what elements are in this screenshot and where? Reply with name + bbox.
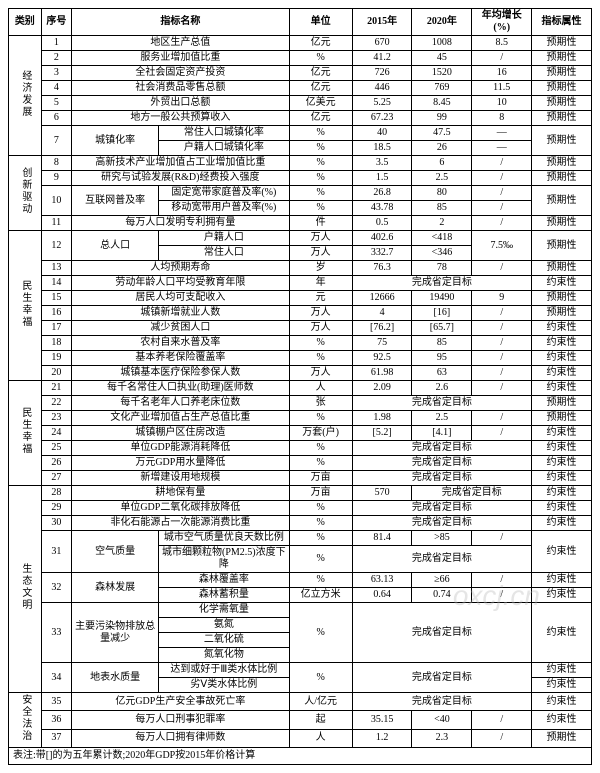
table-row: 安全法治 35亿元GDP生产安全事故死亡率人/亿元完成省定目标约束性 [9, 693, 592, 711]
table-row: 17减少贫困人口万人[76.2][65.7]/约束性 [9, 321, 592, 336]
table-row: 2服务业增加值比重%41.245/预期性 [9, 51, 592, 66]
h-2015: 2015年 [352, 9, 412, 36]
cat-life2: 民生幸福 [9, 381, 42, 486]
table-row: 3全社会固定资产投资亿元726152016预期性 [9, 66, 592, 81]
table-note: 表注:带[]的为五年累计数;2020年GDP按2015年价格计算 [9, 748, 592, 765]
table-row: 24城镇棚户区住房改造万套(户)[5.2][4.1]/约束性 [9, 426, 592, 441]
cat-innov: 创新驱动 [9, 156, 42, 231]
table-row: 民生幸福 21每千名常住人口执业(助理)医师数人2.092.6/约束性 [9, 381, 592, 396]
table-row: 5外贸出口总额亿美元5.258.4510预期性 [9, 96, 592, 111]
table-row: 经济发展 1地区生产总值亿元67010088.5预期性 [9, 36, 592, 51]
table-row: 29单位GDP二氧化碳排放降低%完成省定目标约束性 [9, 501, 592, 516]
cat-safe: 安全法治 [9, 693, 42, 748]
h-growth: 年均增长(%) [472, 9, 532, 36]
table-row: 15居民人均可支配收入元12666194909预期性 [9, 291, 592, 306]
h-name: 指标名称 [72, 9, 290, 36]
table-row: 34地表水质量达到或好于Ⅲ类水体比例%完成省定目标约束性 [9, 663, 592, 678]
table-row: 10互联网普及率固定宽带家庭普及率(%)%26.880/预期性 [9, 186, 592, 201]
table-row: 7城镇化率常住人口城镇化率%4047.5—预期性 [9, 126, 592, 141]
note-row: 表注:带[]的为五年累计数;2020年GDP按2015年价格计算 [9, 748, 592, 765]
table-row: 18农村自来水普及率%7585/约束性 [9, 336, 592, 351]
header-row: 类别 序号 指标名称 单位 2015年 2020年 年均增长(%) 指标属性 [9, 9, 592, 36]
table-row: 22每千名老年人口养老床位数张完成省定目标预期性 [9, 396, 592, 411]
table-row: 19基本养老保险覆盖率%92.595/约束性 [9, 351, 592, 366]
table-row: 33主要污染物排放总量减少化学需氧量%完成省定目标约束性 [9, 603, 592, 618]
table-row: 6地方一般公共预算收入亿元67.23998预期性 [9, 111, 592, 126]
table-row: 14劳动年龄人口平均受教育年限年完成省定目标约束性 [9, 276, 592, 291]
table-row: 37每万人口拥有律师数人1.22.3/预期性 [9, 729, 592, 747]
table-row: 31空气质量城市空气质量优良天数比例%81.4>85/约束性 [9, 531, 592, 546]
table-row: 13人均预期寿命岁76.378/预期性 [9, 261, 592, 276]
table-row: 30非化石能源占一次能源消费比重%完成省定目标约束性 [9, 516, 592, 531]
h-category: 类别 [9, 9, 42, 36]
h-2020: 2020年 [412, 9, 472, 36]
table-row: 4社会消费品零售总额亿元44676911.5预期性 [9, 81, 592, 96]
table-row: 27新增建设用地规模万亩完成省定目标约束性 [9, 471, 592, 486]
table-row: 23文化产业增加值占生产总值比重%1.982.5/预期性 [9, 411, 592, 426]
table-row: 36每万人口刑事犯罪率起35.15<40/约束性 [9, 711, 592, 729]
h-seq: 序号 [41, 9, 71, 36]
table-row: 11每万人口发明专利拥有量件0.52/预期性 [9, 216, 592, 231]
cat-life1: 民生幸福 [9, 231, 42, 381]
indicators-table: 类别 序号 指标名称 单位 2015年 2020年 年均增长(%) 指标属性 经… [8, 8, 592, 765]
cat-eco: 经济发展 [9, 36, 42, 156]
h-unit: 单位 [289, 9, 352, 36]
table-row: 创新驱动 8高新技术产业增加值占工业增加值比重%3.56/预期性 [9, 156, 592, 171]
cat-env: 生态文明 [9, 486, 42, 693]
table-row: 9研究与试验发展(R&D)经费投入强度%1.52.5/预期性 [9, 171, 592, 186]
table-row: 26万元GDP用水量降低%完成省定目标约束性 [9, 456, 592, 471]
table-row: 25单位GDP能源消耗降低%完成省定目标约束性 [9, 441, 592, 456]
table-row: 32森林发展森林覆盖率%63.13≥66/约束性 [9, 573, 592, 588]
table-row: 民生幸福 12总人口户籍人口万人402.6<4187.5‰预期性 [9, 231, 592, 246]
table-row: 16城镇新增就业人数万人4[16]/预期性 [9, 306, 592, 321]
table-row: 生态文明 28耕地保有量万亩570完成省定目标约束性 [9, 486, 592, 501]
h-attr: 指标属性 [532, 9, 592, 36]
table-row: 20城镇基本医疗保险参保人数万人61.9863/约束性 [9, 366, 592, 381]
